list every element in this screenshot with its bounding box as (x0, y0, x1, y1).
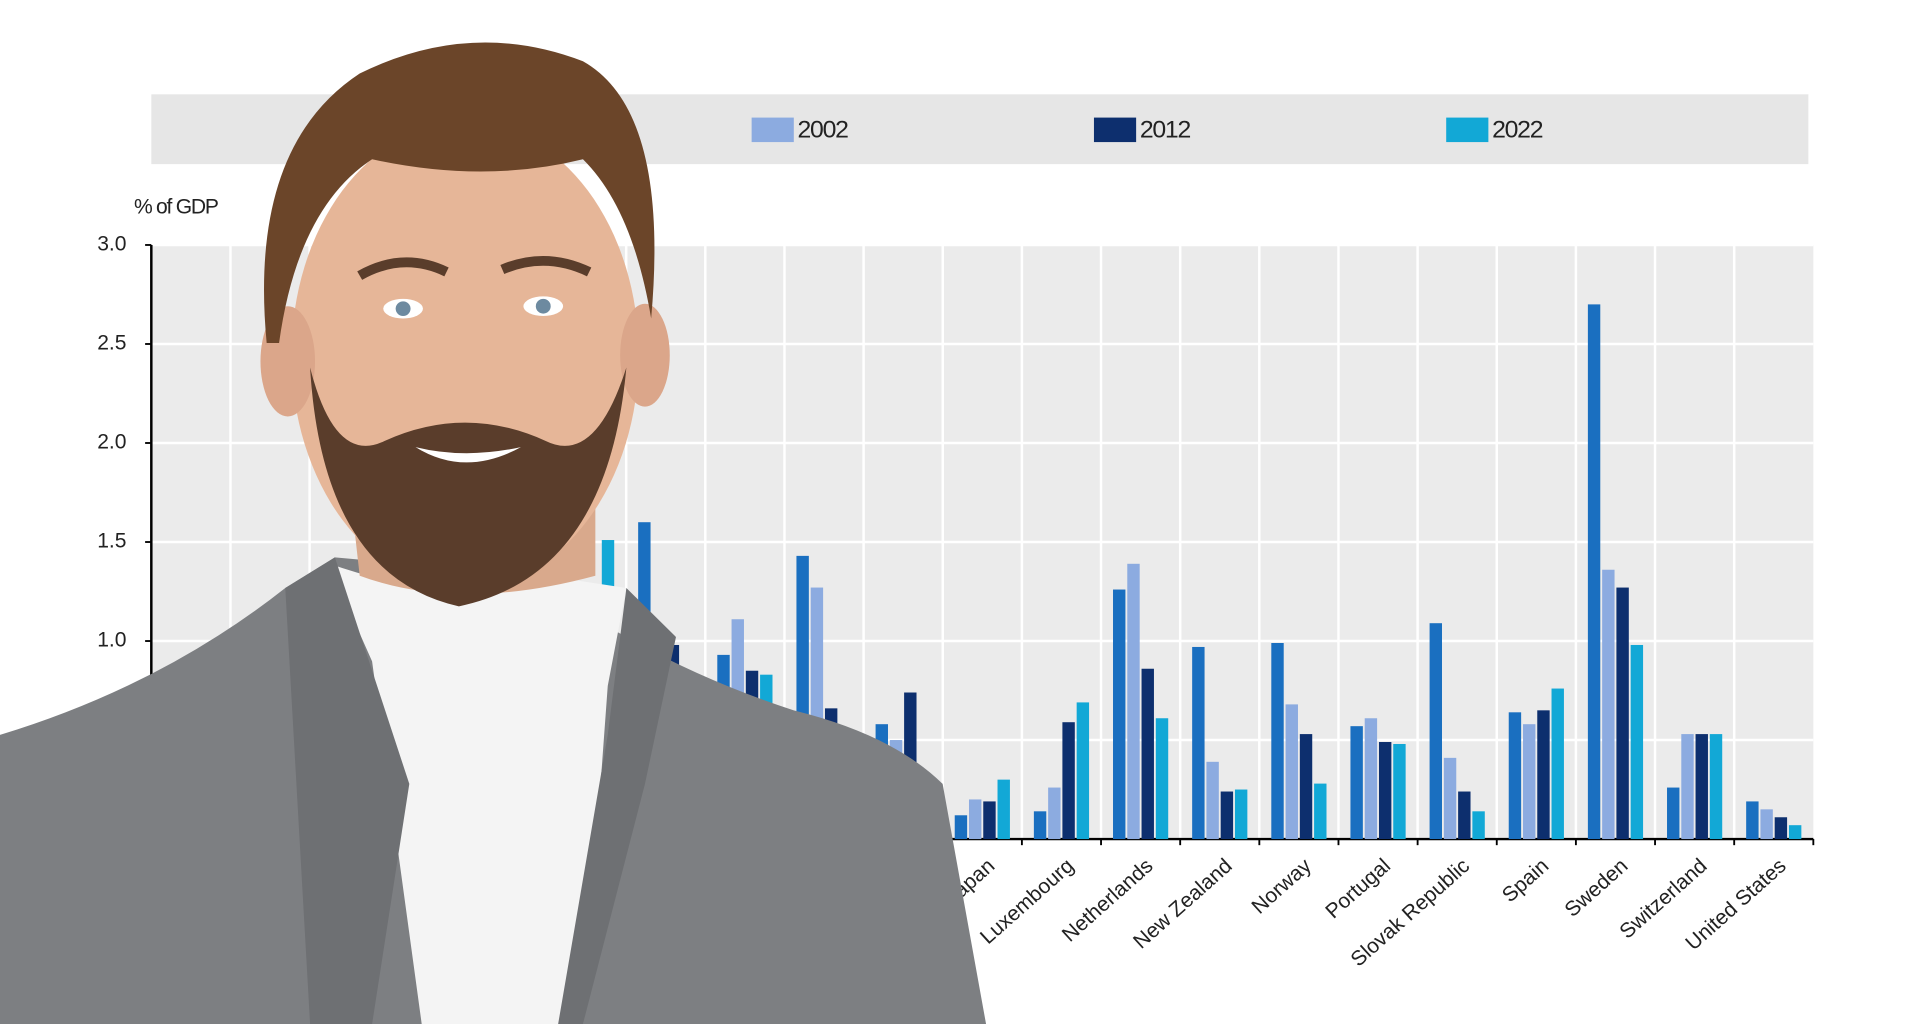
x-tick-label: Spain (1498, 854, 1554, 907)
brow-right (500, 256, 592, 277)
bar (1033, 811, 1047, 840)
bar (1141, 668, 1154, 840)
y-tick-label: 1.5 (97, 530, 126, 553)
bar (1522, 724, 1536, 840)
bar (1788, 825, 1802, 840)
hair (264, 42, 655, 343)
bar (1746, 801, 1759, 840)
bar (1695, 734, 1708, 840)
bar (1616, 587, 1629, 840)
bar (1760, 809, 1773, 840)
shirt (328, 563, 627, 1024)
bar (1314, 783, 1327, 840)
x-tick-label: Norway (1247, 854, 1316, 919)
lapel-right (558, 587, 676, 1024)
x-tick-label: Sweden (1560, 854, 1632, 921)
bar (1458, 791, 1471, 840)
bar (1587, 304, 1601, 840)
brow-left (357, 257, 449, 280)
bar (983, 801, 996, 840)
bar (1113, 589, 1126, 840)
bar (1220, 791, 1234, 840)
bar (954, 815, 968, 840)
lapel-left (285, 557, 410, 1024)
bar (1364, 718, 1378, 840)
y-tick-label: 3.0 (97, 233, 126, 256)
bar (1774, 817, 1788, 840)
bar (1429, 623, 1442, 840)
bar (1508, 712, 1522, 840)
bar (1285, 704, 1298, 840)
bar (1378, 742, 1392, 840)
bar (997, 779, 1010, 840)
bar (1155, 718, 1169, 840)
bar (1062, 722, 1075, 840)
bar (1709, 734, 1723, 840)
bar (1048, 787, 1061, 840)
bar (1602, 569, 1615, 840)
iris-right (535, 298, 551, 314)
bar (1681, 734, 1694, 840)
legend-swatch (1446, 117, 1489, 143)
bar (1234, 789, 1248, 840)
legend-label: 2022 (1492, 117, 1543, 144)
beard (310, 367, 627, 607)
bar (968, 799, 982, 840)
bar (1667, 787, 1680, 840)
bar (1271, 643, 1284, 840)
bar (1551, 688, 1564, 840)
bar (1299, 734, 1313, 840)
legend-swatch (751, 117, 794, 143)
bar (1206, 761, 1219, 840)
x-tick-label: Portugal (1321, 854, 1395, 923)
legend-label: 2002 (798, 117, 849, 144)
y-tick-label: 2.0 (97, 431, 126, 454)
legend-label: 2012 (1140, 117, 1191, 144)
bar (1076, 702, 1090, 840)
legend-swatch (1093, 117, 1137, 143)
y-tick-label: 2.5 (97, 332, 126, 355)
bar (1350, 726, 1363, 840)
bar (1472, 811, 1485, 840)
bar (1630, 644, 1644, 840)
bar (1393, 743, 1406, 840)
bar (1443, 757, 1457, 840)
bar (1192, 646, 1205, 840)
bar (1537, 710, 1550, 840)
y-axis-label: % of GDP (134, 196, 218, 219)
mouth (415, 447, 521, 463)
iris-left (395, 301, 411, 317)
y-tick-label: 1.0 (97, 629, 126, 652)
bar (1127, 563, 1140, 840)
person-photo (0, 42, 987, 1024)
ear-right (620, 303, 670, 407)
